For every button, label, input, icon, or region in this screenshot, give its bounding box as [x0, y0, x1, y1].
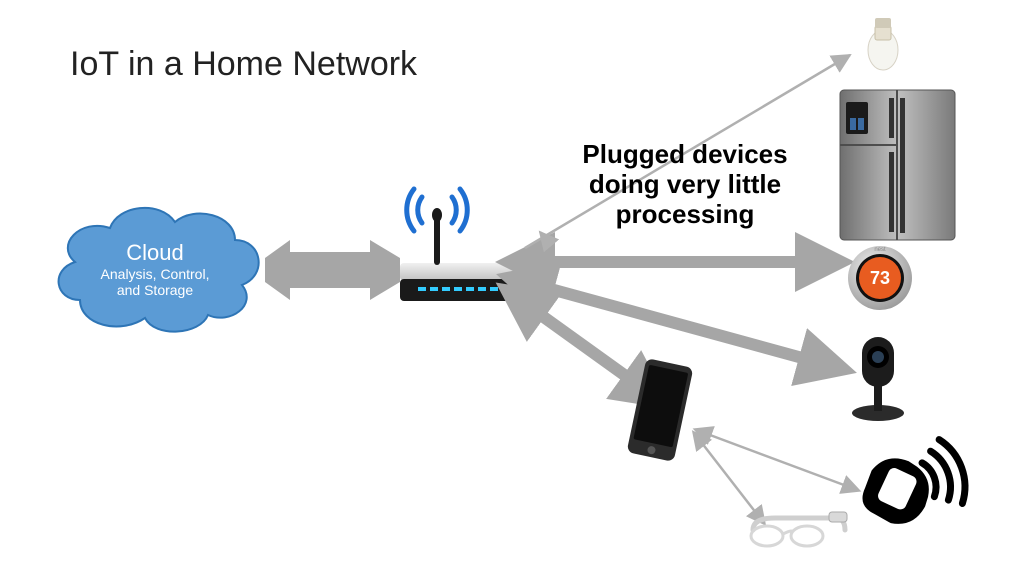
- fridge-icon: [840, 90, 955, 240]
- svg-text:nest: nest: [874, 247, 886, 253]
- thin-arrows: [525, 55, 852, 518]
- cloud-title: Cloud: [65, 240, 245, 266]
- page-title: IoT in a Home Network: [70, 45, 417, 84]
- arrow-cloud-router: [265, 240, 400, 300]
- camera-icon: [852, 337, 904, 421]
- cloud-subtitle: Analysis, Control,and Storage: [65, 266, 245, 298]
- phone-icon: [627, 358, 694, 462]
- thermostat-icon: 73 nest: [848, 246, 912, 310]
- router-icon: [400, 189, 520, 301]
- devices-caption: Plugged devicesdoing very littleprocessi…: [545, 140, 825, 230]
- cloud-label: Cloud Analysis, Control,and Storage: [65, 240, 245, 298]
- glasses-icon: [751, 512, 847, 546]
- thermostat-value: 73: [870, 268, 890, 288]
- bulb-icon: [868, 18, 898, 70]
- watch-icon: [852, 436, 973, 536]
